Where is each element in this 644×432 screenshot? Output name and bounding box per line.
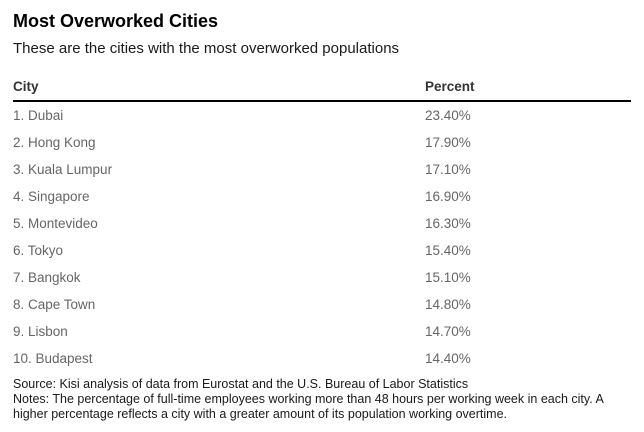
table-row: 1. Dubai 23.40%: [13, 102, 631, 129]
table-row: 9. Lisbon 14.70%: [13, 318, 631, 345]
table-row: 8. Cape Town 14.80%: [13, 291, 631, 318]
footer: Source: Kisi analysis of data from Euros…: [13, 377, 633, 422]
column-header-percent: Percent: [425, 79, 475, 94]
city-cell: 6. Tokyo: [13, 243, 64, 258]
city-cell: 2. Hong Kong: [13, 135, 96, 150]
percent-cell: 14.70%: [425, 324, 471, 339]
source-note: Source: Kisi analysis of data from Euros…: [13, 377, 469, 391]
table-row: 2. Hong Kong 17.90%: [13, 129, 631, 156]
city-cell: 10. Budapest: [13, 351, 93, 366]
city-cell: 1. Dubai: [13, 108, 64, 123]
city-cell: 9. Lisbon: [13, 324, 68, 339]
percent-cell: 16.30%: [425, 216, 471, 231]
page-subtitle: These are the cities with the most overw…: [13, 40, 400, 57]
percent-cell: 17.10%: [425, 162, 471, 177]
city-cell: 7. Bangkok: [13, 270, 81, 285]
city-cell: 3. Kuala Lumpur: [13, 162, 113, 177]
percent-cell: 14.80%: [425, 297, 471, 312]
percent-cell: 23.40%: [425, 108, 471, 123]
table-row: 6. Tokyo 15.40%: [13, 237, 631, 264]
overworked-cities-card: Most Overworked Cities These are the cit…: [13, 11, 633, 422]
table-row: 4. Singapore 16.90%: [13, 183, 631, 210]
column-header-city: City: [13, 79, 39, 94]
table-header-row: City Percent: [13, 79, 631, 102]
table-body: 1. Dubai 23.40% 2. Hong Kong 17.90% 3. K…: [13, 102, 631, 372]
table-row: 7. Bangkok 15.10%: [13, 264, 631, 291]
percent-cell: 14.40%: [425, 351, 471, 366]
table-row: 3. Kuala Lumpur 17.10%: [13, 156, 631, 183]
methodology-note: Notes: The percentage of full-time emplo…: [13, 392, 604, 421]
percent-cell: 16.90%: [425, 189, 471, 204]
percent-cell: 17.90%: [425, 135, 471, 150]
city-cell: 5. Montevideo: [13, 216, 98, 231]
percent-cell: 15.10%: [425, 270, 471, 285]
page-title: Most Overworked Cities: [13, 11, 219, 31]
table-row: 10. Budapest 14.40%: [13, 345, 631, 372]
city-cell: 8. Cape Town: [13, 297, 96, 312]
percent-cell: 15.40%: [425, 243, 471, 258]
city-cell: 4. Singapore: [13, 189, 90, 204]
table-row: 5. Montevideo 16.30%: [13, 210, 631, 237]
